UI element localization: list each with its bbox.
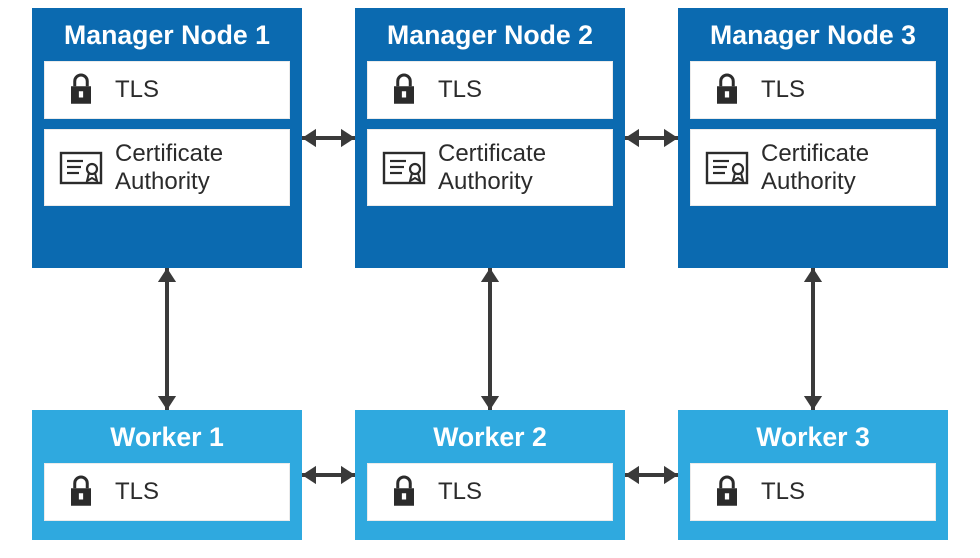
certificate-icon	[57, 151, 105, 185]
worker-node-1: Worker 1 TLS	[32, 410, 302, 540]
double-arrow	[288, 461, 369, 489]
ca-box: Certificate Authority	[690, 129, 936, 206]
lock-icon	[380, 72, 428, 108]
lock-icon	[380, 474, 428, 510]
ca-label: Certificate Authority	[115, 140, 277, 195]
manager-node-1: Manager Node 1 TLS Certificate Authority	[32, 8, 302, 268]
tls-box: TLS	[690, 463, 936, 521]
tls-box: TLS	[367, 463, 613, 521]
ca-box: Certificate Authority	[367, 129, 613, 206]
worker-node-3: Worker 3 TLS	[678, 410, 948, 540]
lock-icon	[57, 72, 105, 108]
lock-icon	[57, 474, 105, 510]
tls-box: TLS	[44, 61, 290, 119]
tls-label: TLS	[761, 76, 805, 104]
manager-title: Manager Node 2	[367, 20, 613, 51]
tls-box: TLS	[690, 61, 936, 119]
tls-label: TLS	[115, 478, 159, 506]
worker-title: Worker 1	[44, 422, 290, 453]
manager-node-3: Manager Node 3 TLS Certificate Authority	[678, 8, 948, 268]
lock-icon	[703, 72, 751, 108]
ca-label: Certificate Authority	[438, 140, 600, 195]
worker-title: Worker 2	[367, 422, 613, 453]
double-arrow	[153, 254, 181, 424]
lock-icon	[703, 474, 751, 510]
manager-title: Manager Node 1	[44, 20, 290, 51]
tls-box: TLS	[367, 61, 613, 119]
manager-node-2: Manager Node 2 TLS Certificate Authority	[355, 8, 625, 268]
certificate-icon	[703, 151, 751, 185]
double-arrow	[611, 461, 692, 489]
tls-label: TLS	[438, 76, 482, 104]
tls-box: TLS	[44, 463, 290, 521]
ca-label: Certificate Authority	[761, 140, 923, 195]
double-arrow	[288, 124, 369, 152]
double-arrow	[476, 254, 504, 424]
tls-label: TLS	[115, 76, 159, 104]
ca-box: Certificate Authority	[44, 129, 290, 206]
manager-title: Manager Node 3	[690, 20, 936, 51]
worker-node-2: Worker 2 TLS	[355, 410, 625, 540]
double-arrow	[799, 254, 827, 424]
worker-title: Worker 3	[690, 422, 936, 453]
double-arrow	[611, 124, 692, 152]
tls-label: TLS	[438, 478, 482, 506]
certificate-icon	[380, 151, 428, 185]
tls-label: TLS	[761, 478, 805, 506]
